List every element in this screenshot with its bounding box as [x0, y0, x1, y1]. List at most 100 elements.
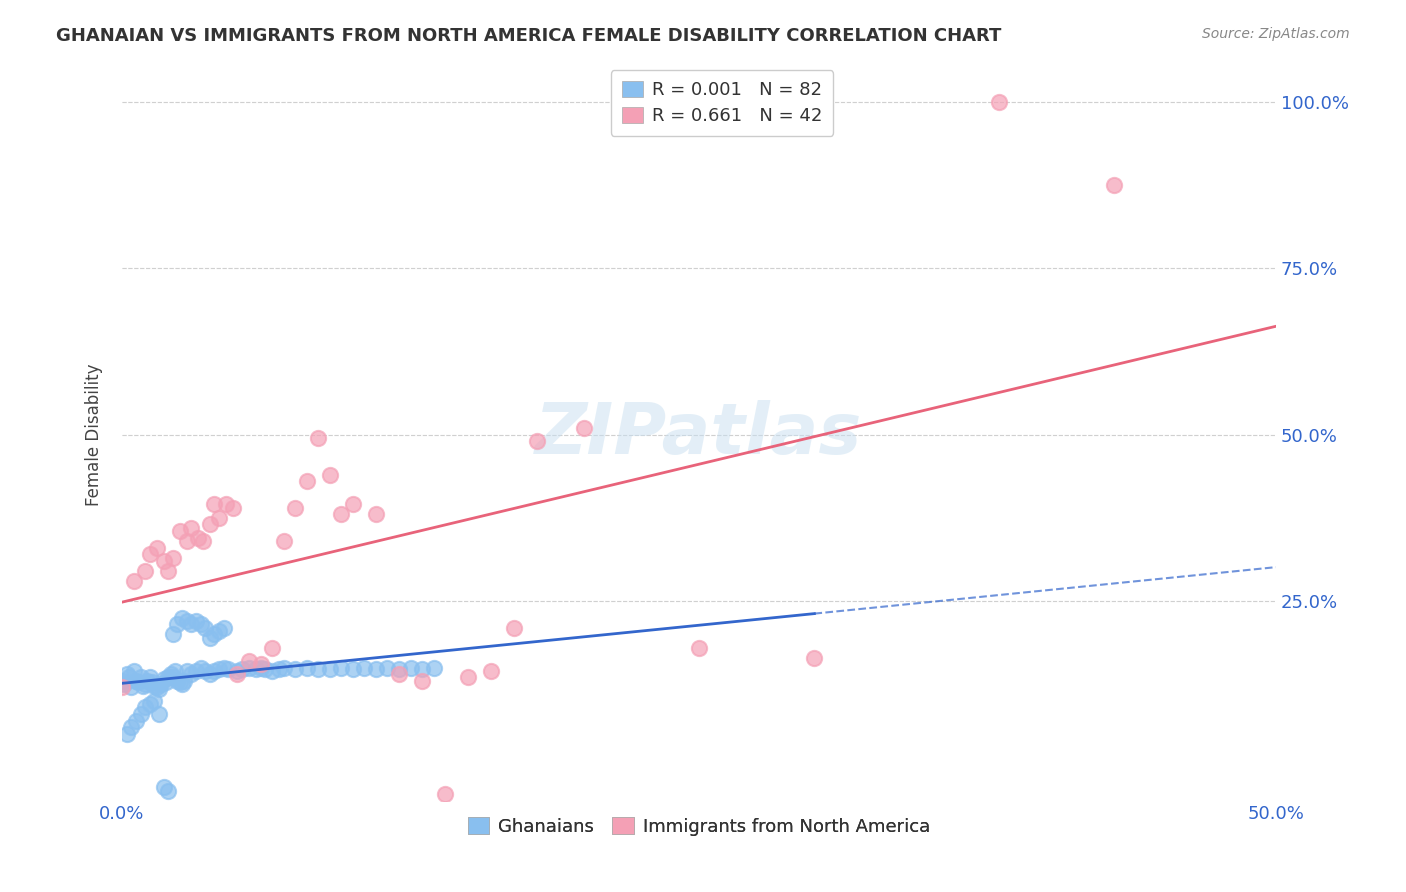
Point [208, 624, 231, 638]
Point [231, 662, 253, 676]
Point [353, 660, 375, 674]
Point [166, 617, 188, 632]
Point [184, 614, 207, 628]
Point [307, 431, 329, 445]
Point [411, 662, 433, 676]
Point [202, 498, 225, 512]
Point [238, 654, 260, 668]
Point [165, 664, 187, 678]
Point [399, 660, 422, 674]
Point [122, 574, 145, 588]
Point [145, 681, 167, 695]
Point [388, 667, 411, 681]
Point [127, 675, 149, 690]
Point [162, 671, 184, 685]
Point [112, 677, 135, 691]
Point [145, 541, 167, 555]
Point [434, 787, 457, 801]
Point [202, 627, 225, 641]
Point [688, 640, 710, 655]
Point [249, 657, 271, 672]
Point [190, 617, 212, 632]
Point [180, 617, 202, 632]
Point [190, 660, 212, 674]
Point [273, 660, 295, 674]
Point [155, 675, 177, 690]
Point [170, 610, 193, 624]
Point [118, 671, 141, 685]
Point [120, 681, 142, 695]
Point [134, 564, 156, 578]
Point [572, 421, 595, 435]
Point [184, 664, 207, 678]
Point [152, 554, 174, 568]
Point [143, 679, 166, 693]
Point [143, 694, 166, 708]
Point [284, 500, 307, 515]
Point [176, 614, 198, 628]
Point [157, 783, 180, 797]
Point [342, 662, 364, 676]
Point [238, 660, 260, 674]
Point [176, 534, 198, 549]
Point [173, 673, 195, 688]
Point [129, 707, 152, 722]
Point [159, 667, 181, 681]
Point [295, 474, 318, 488]
Point [162, 550, 184, 565]
Text: Source: ZipAtlas.com: Source: ZipAtlas.com [1202, 27, 1350, 41]
Point [388, 662, 411, 676]
Point [503, 621, 526, 635]
Point [364, 508, 387, 522]
Point [330, 660, 353, 674]
Point [342, 498, 364, 512]
Point [194, 621, 217, 635]
Point [169, 524, 191, 538]
Point [260, 640, 283, 655]
Legend: Ghanaians, Immigrants from North America: Ghanaians, Immigrants from North America [461, 810, 938, 843]
Point [212, 660, 235, 674]
Point [134, 677, 156, 691]
Point [284, 662, 307, 676]
Point [307, 662, 329, 676]
Point [111, 673, 134, 688]
Point [122, 664, 145, 678]
Point [194, 664, 217, 678]
Point [111, 681, 134, 695]
Point [152, 780, 174, 795]
Point [377, 660, 399, 674]
Y-axis label: Female Disability: Female Disability [86, 363, 103, 506]
Point [162, 627, 184, 641]
Point [148, 681, 170, 696]
Point [139, 671, 162, 685]
Point [134, 700, 156, 714]
Point [988, 95, 1011, 109]
Point [212, 621, 235, 635]
Point [198, 631, 221, 645]
Point [157, 564, 180, 578]
Point [215, 498, 238, 512]
Point [170, 677, 193, 691]
Point [803, 650, 825, 665]
Point [319, 662, 342, 676]
Point [115, 727, 138, 741]
Point [411, 673, 433, 688]
Point [226, 664, 249, 678]
Point [166, 673, 188, 688]
Point [141, 675, 163, 690]
Point [254, 662, 277, 676]
Point [273, 534, 295, 549]
Point [180, 667, 202, 681]
Point [136, 673, 159, 688]
Point [191, 534, 214, 549]
Point [115, 667, 138, 681]
Point [249, 660, 271, 674]
Point [330, 508, 353, 522]
Point [150, 677, 173, 691]
Point [120, 720, 142, 734]
Text: GHANAIAN VS IMMIGRANTS FROM NORTH AMERICA FEMALE DISABILITY CORRELATION CHART: GHANAIAN VS IMMIGRANTS FROM NORTH AMERIC… [56, 27, 1001, 45]
Point [1104, 178, 1126, 192]
Point [526, 434, 548, 449]
Point [422, 660, 444, 674]
Point [139, 697, 162, 711]
